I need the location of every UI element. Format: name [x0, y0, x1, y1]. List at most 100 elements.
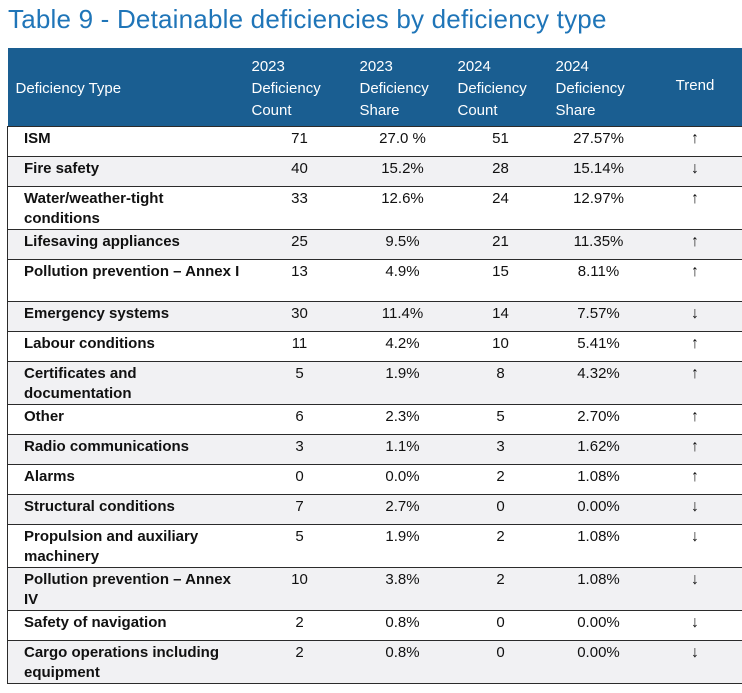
table-row: Cargo operations including equipment 2 0.8…	[7, 640, 742, 684]
header-2024-count-line3: Count	[457, 102, 498, 119]
deficiency-type-cell: Propulsion and auxiliary machinery	[7, 524, 246, 568]
trend-arrow: ↑	[647, 259, 742, 302]
header-trend: Trend	[675, 77, 715, 94]
count-2023-cell: 2	[245, 610, 354, 641]
deficiency-type-cell: Cargo operations including equipment	[7, 640, 246, 684]
count-2024-cell: 14	[451, 301, 550, 332]
count-2023-cell: 40	[245, 156, 354, 187]
header-2024-count-line2: Deficiency	[457, 80, 527, 97]
table-row: Alarms 0 0.0% 2 1.08% ↑	[7, 464, 742, 495]
count-2023-cell: 33	[245, 186, 354, 230]
deficiency-type-cell: ISM	[7, 126, 246, 157]
deficiency-type-cell: Lifesaving appliances	[7, 229, 246, 260]
count-2023-cell: 0	[245, 464, 354, 495]
share-2024-cell: 8.11%	[549, 259, 648, 302]
count-2023-cell: 3	[245, 434, 354, 465]
count-2023-cell: 11	[245, 331, 354, 362]
share-2023-cell: 3.8%	[353, 567, 452, 611]
share-2024-cell: 1.62%	[549, 434, 648, 465]
share-2024-cell: 4.32%	[549, 361, 648, 405]
trend-arrow: ↓	[647, 567, 742, 611]
deficiency-type-cell: Alarms	[7, 464, 246, 495]
count-2023-cell: 7	[245, 494, 354, 525]
share-2024-cell: 12.97%	[549, 186, 648, 230]
table-body: ISM 71 27.0 % 51 27.57% ↑ Fire safety 40 15.2% 28…	[7, 126, 742, 684]
deficiency-type-cell: Water/weather-tight conditions	[7, 186, 246, 230]
header-2023-count-line3: Count	[251, 102, 292, 119]
count-2023-cell: 71	[245, 126, 354, 157]
deficiency-type-cell: Emergency systems	[7, 301, 246, 332]
count-2024-cell: 15	[451, 259, 550, 302]
count-2024-cell: 21	[451, 229, 550, 260]
share-2024-cell: 2.70%	[549, 404, 648, 435]
share-2024-cell: 1.08%	[549, 464, 648, 495]
deficiency-type-cell: Structural conditions	[7, 494, 246, 525]
count-2024-cell: 51	[451, 126, 550, 157]
trend-arrow: ↑	[647, 434, 742, 465]
table-row: Radio communications 3 1.1% 3 1.62% ↑	[7, 434, 742, 465]
count-2024-cell: 5	[451, 404, 550, 435]
count-2023-cell: 2	[245, 640, 354, 684]
header-2024-count: 2024 Deficiency Count	[452, 48, 550, 127]
count-2024-cell: 3	[451, 434, 550, 465]
share-2023-cell: 27.0 %	[353, 126, 452, 157]
table-row: Water/weather-tight conditions 33 12.6% 24 1…	[7, 186, 742, 230]
count-2024-cell: 2	[451, 524, 550, 568]
trend-arrow: ↓	[647, 494, 742, 525]
count-2023-cell: 10	[245, 567, 354, 611]
table-row: Other 6 2.3% 5 2.70% ↑	[7, 404, 742, 435]
count-2024-cell: 0	[451, 640, 550, 684]
deficiency-type-cell: Other	[7, 404, 246, 435]
share-2023-cell: 4.9%	[353, 259, 452, 302]
trend-arrow: ↓	[647, 524, 742, 568]
share-2024-cell: 27.57%	[549, 126, 648, 157]
share-2024-cell: 1.08%	[549, 567, 648, 611]
count-2024-cell: 0	[451, 494, 550, 525]
header-2023-count-line1: 2023	[251, 58, 285, 75]
share-2023-cell: 1.1%	[353, 434, 452, 465]
count-2023-cell: 5	[245, 361, 354, 405]
share-2023-cell: 4.2%	[353, 331, 452, 362]
trend-arrow: ↓	[647, 640, 742, 684]
share-2023-cell: 0.8%	[353, 640, 452, 684]
table-row: Lifesaving appliances 25 9.5% 21 11.35% ↑	[7, 229, 742, 260]
trend-arrow: ↑	[647, 361, 742, 405]
share-2023-cell: 12.6%	[353, 186, 452, 230]
header-2023-share-line3: Share	[359, 102, 400, 119]
trend-arrow: ↓	[647, 301, 742, 332]
share-2024-cell: 0.00%	[549, 610, 648, 641]
header-2023-share: 2023 Deficiency Share	[354, 48, 452, 127]
table-row: Pollution prevention – Annex IV 10 3.8% 2 1.…	[7, 567, 742, 611]
share-2024-cell: 0.00%	[549, 494, 648, 525]
share-2024-cell: 1.08%	[549, 524, 648, 568]
trend-arrow: ↑	[647, 404, 742, 435]
header-2023-share-line2: Deficiency	[359, 80, 429, 97]
deficiency-type-cell: Pollution prevention – Annex I	[7, 259, 246, 302]
header-2023-count-line2: Deficiency	[251, 80, 321, 97]
trend-arrow: ↑	[647, 464, 742, 495]
count-2024-cell: 2	[451, 464, 550, 495]
count-2024-cell: 2	[451, 567, 550, 611]
count-2024-cell: 28	[451, 156, 550, 187]
table-row: Certificates and documentation 5 1.9% 8 4.32…	[7, 361, 742, 405]
header-2024-share: 2024 Deficiency Share	[550, 48, 648, 127]
header-2024-count-line1: 2024	[457, 58, 491, 75]
count-2023-cell: 5	[245, 524, 354, 568]
table-title: Table 9 - Detainable deficiencies by def…	[8, 4, 607, 34]
share-2023-cell: 0.0%	[353, 464, 452, 495]
share-2023-cell: 1.9%	[353, 524, 452, 568]
count-2023-cell: 13	[245, 259, 354, 302]
deficiency-type-cell: Safety of navigation	[7, 610, 246, 641]
trend-arrow: ↑	[647, 126, 742, 157]
deficiency-type-cell: Certificates and documentation	[7, 361, 246, 405]
header-deficiency-type: Deficiency Type	[15, 80, 122, 97]
count-2024-cell: 0	[451, 610, 550, 641]
trend-arrow: ↑	[647, 331, 742, 362]
header-2024-share-line3: Share	[555, 102, 596, 119]
header-2024-share-line1: 2024	[555, 58, 589, 75]
deficiency-type-cell: Fire safety	[7, 156, 246, 187]
share-2023-cell: 0.8%	[353, 610, 452, 641]
share-2024-cell: 11.35%	[549, 229, 648, 260]
share-2024-cell: 0.00%	[549, 640, 648, 684]
share-2023-cell: 1.9%	[353, 361, 452, 405]
